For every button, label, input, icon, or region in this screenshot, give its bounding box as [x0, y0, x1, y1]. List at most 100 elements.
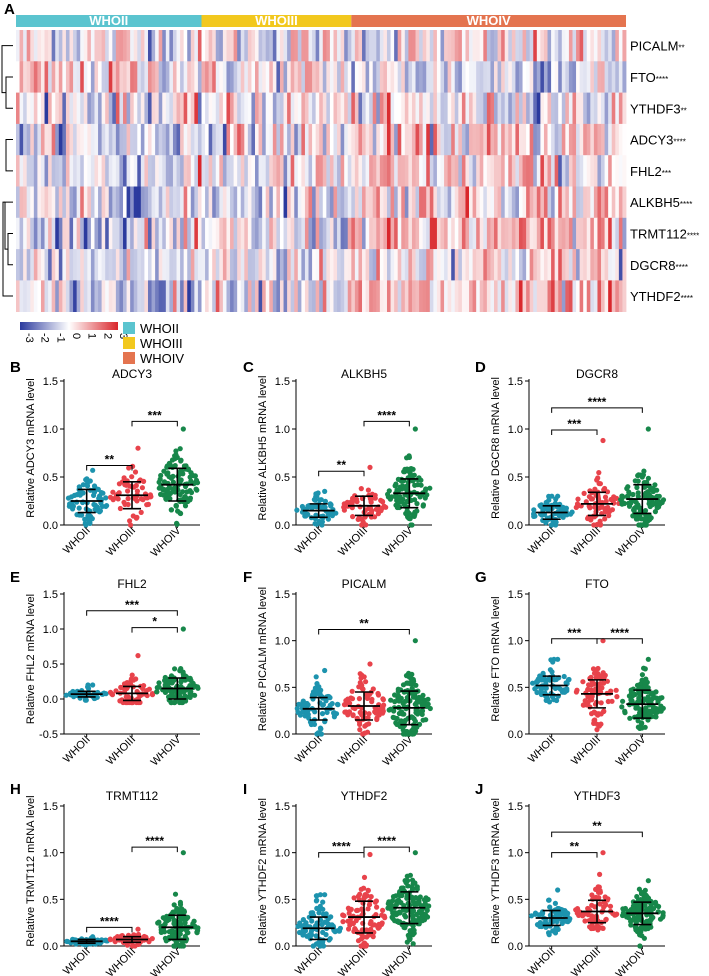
heat-cell — [301, 61, 306, 93]
heat-cell — [212, 217, 217, 250]
heat-cell — [601, 249, 605, 281]
heat-cell — [568, 217, 573, 250]
heat-cell — [379, 61, 384, 93]
heat-cell — [558, 30, 563, 62]
heat-cell — [233, 186, 238, 219]
heat-cell — [362, 249, 366, 281]
heat-cell — [558, 123, 563, 156]
y-tick-label: 1.5 — [508, 589, 523, 601]
heat-cell — [444, 61, 449, 93]
group-bar-WHOIII — [201, 15, 352, 27]
heat-cell — [322, 61, 327, 93]
heat-cell — [465, 30, 470, 62]
heat-cell — [529, 123, 534, 156]
x-tick-label-WHOIII: WHOIII — [569, 734, 603, 768]
heat-cell — [297, 217, 302, 250]
heat-cell — [465, 61, 470, 93]
heat-cell — [444, 123, 449, 156]
heat-cell — [533, 280, 538, 312]
dot-group-WHOIV — [620, 878, 666, 949]
heat-cell — [365, 61, 370, 93]
heat-cell — [586, 249, 591, 281]
heat-cell — [583, 280, 588, 312]
heat-cell — [158, 280, 163, 312]
heat-cell — [126, 123, 131, 156]
heat-cell — [551, 61, 556, 93]
data-point — [380, 697, 386, 703]
data-point — [551, 917, 557, 923]
heat-cell — [622, 217, 627, 250]
heat-cell — [365, 217, 370, 250]
heat-cell — [98, 249, 103, 281]
gene-label-DGCR8: DGCR8**** — [630, 258, 688, 273]
data-point — [171, 902, 177, 908]
heat-cell — [579, 280, 584, 312]
heat-cell — [411, 217, 416, 250]
data-point — [575, 496, 581, 502]
heat-cell — [351, 186, 356, 219]
heat-cell — [76, 186, 81, 219]
heat-cell — [87, 123, 92, 156]
heat-cell — [522, 30, 527, 62]
heat-cell — [337, 155, 342, 187]
heat-cell — [237, 217, 242, 250]
heat-cell — [518, 217, 523, 250]
y-axis-label: Relative TRMT112 mRNA level — [25, 795, 37, 946]
heat-cell — [394, 30, 399, 62]
heat-cell — [58, 30, 63, 62]
heat-cell — [458, 61, 463, 93]
heat-cell — [447, 92, 452, 125]
heat-cell — [176, 30, 181, 62]
data-point — [629, 917, 635, 923]
data-point — [318, 731, 324, 737]
data-point — [410, 941, 416, 947]
heat-cell — [197, 123, 202, 156]
heat-cell — [618, 249, 623, 281]
x-tick-label-WHOII: WHOII — [293, 734, 325, 766]
heat-cell — [340, 92, 345, 125]
data-point — [392, 692, 398, 698]
heat-cell — [386, 30, 391, 62]
heat-cell — [69, 217, 74, 250]
data-point — [333, 510, 339, 516]
heat-cell — [440, 186, 445, 219]
y-axis-label: Relative ALKBH5 mRNA level — [257, 376, 269, 521]
heat-cell — [479, 280, 484, 312]
data-point — [612, 495, 618, 501]
heat-cell — [611, 123, 616, 156]
data-point — [412, 482, 418, 488]
heat-cell — [426, 280, 431, 312]
heat-cell — [618, 186, 623, 219]
heat-cell — [540, 217, 545, 250]
heat-cell — [90, 92, 95, 125]
data-point — [294, 507, 300, 513]
heat-cell — [568, 123, 573, 156]
data-point — [110, 489, 116, 495]
heat-cell — [101, 30, 106, 62]
heat-cell — [205, 30, 210, 62]
heat-cell — [529, 280, 534, 312]
heat-cell — [73, 217, 78, 250]
heat-cell — [230, 186, 235, 219]
data-point — [180, 850, 186, 856]
heat-cell — [194, 186, 199, 219]
data-point — [167, 462, 173, 468]
data-point — [127, 518, 133, 524]
heat-cell — [123, 186, 127, 219]
heat-cell — [422, 92, 427, 125]
heat-cell — [536, 155, 541, 187]
heat-cell — [115, 92, 120, 125]
data-point — [536, 912, 542, 918]
heat-cell — [315, 186, 320, 219]
heat-cell — [601, 186, 605, 219]
dot-group-WHOIV — [619, 656, 666, 732]
data-point — [592, 717, 598, 723]
heat-cell — [183, 30, 188, 62]
data-point — [90, 682, 96, 688]
heat-cell — [568, 186, 573, 219]
dot-group-WHOIV — [156, 426, 201, 527]
heat-cell — [123, 92, 127, 125]
data-point — [341, 913, 347, 919]
heat-cell — [483, 217, 488, 250]
heat-cell — [137, 123, 142, 156]
